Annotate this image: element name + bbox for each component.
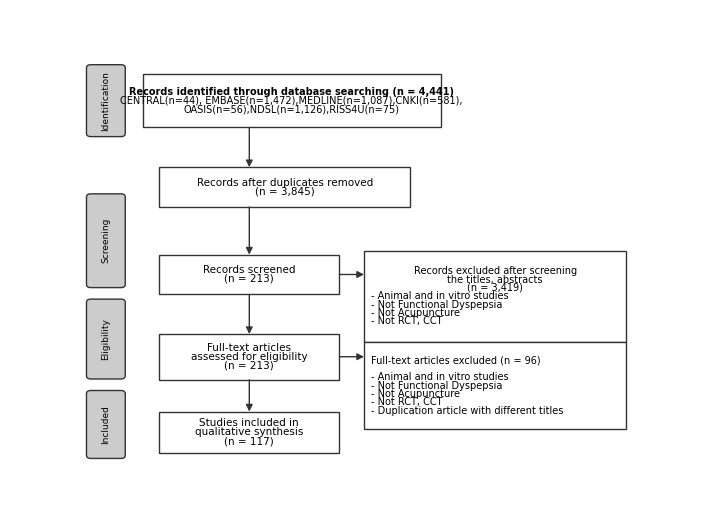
FancyBboxPatch shape (87, 391, 125, 458)
Text: - Not Functional Dyspepsia: - Not Functional Dyspepsia (371, 381, 502, 391)
Text: Eligibility: Eligibility (102, 318, 111, 360)
Text: - Not RCT, CCT: - Not RCT, CCT (371, 397, 442, 408)
Text: - Not Acupuncture: - Not Acupuncture (371, 308, 460, 318)
Text: Records excluded after screening: Records excluded after screening (414, 266, 577, 276)
Text: Records after duplicates removed: Records after duplicates removed (197, 178, 373, 188)
Text: Identification: Identification (102, 71, 111, 131)
Text: assessed for eligibility: assessed for eligibility (191, 352, 307, 362)
Text: - Animal and in vitro studies: - Animal and in vitro studies (371, 373, 508, 382)
Text: - Animal and in vitro studies: - Animal and in vitro studies (371, 292, 508, 301)
Text: qualitative synthesis: qualitative synthesis (195, 427, 303, 438)
Text: Screening: Screening (102, 218, 111, 263)
Text: - Duplication article with different titles: - Duplication article with different tit… (371, 406, 563, 416)
Text: - Not Acupuncture: - Not Acupuncture (371, 389, 460, 399)
Text: CENTRAL(n=44), EMBASE(n=1,472),MEDLINE(n=1,087),CNKI(n=581),: CENTRAL(n=44), EMBASE(n=1,472),MEDLINE(n… (121, 95, 463, 106)
Text: Studies included in: Studies included in (200, 418, 299, 428)
Text: Included: Included (102, 405, 111, 444)
Text: - Not Functional Dyspepsia: - Not Functional Dyspepsia (371, 300, 502, 310)
Text: - Not RCT, CCT: - Not RCT, CCT (371, 316, 442, 327)
Text: (n = 117): (n = 117) (224, 437, 274, 446)
Text: (n = 213): (n = 213) (224, 361, 274, 371)
FancyBboxPatch shape (364, 251, 626, 342)
FancyBboxPatch shape (159, 167, 410, 207)
FancyBboxPatch shape (159, 254, 340, 294)
FancyBboxPatch shape (364, 342, 626, 429)
FancyBboxPatch shape (87, 194, 125, 287)
Text: (n = 213): (n = 213) (224, 274, 274, 284)
Text: the titles, abstracts: the titles, abstracts (448, 275, 543, 285)
Text: OASIS(n=56),NDSL(n=1,126),RISS4U(n=75): OASIS(n=56),NDSL(n=1,126),RISS4U(n=75) (183, 104, 400, 114)
Text: Records identified through database searching (n = 4,441): Records identified through database sear… (129, 87, 454, 98)
Text: Full-text articles excluded (n = 96): Full-text articles excluded (n = 96) (371, 356, 540, 366)
Text: Full-text articles: Full-text articles (207, 343, 291, 353)
FancyBboxPatch shape (159, 412, 340, 453)
FancyBboxPatch shape (87, 64, 125, 137)
FancyBboxPatch shape (87, 299, 125, 379)
Text: Records screened: Records screened (203, 265, 295, 275)
FancyBboxPatch shape (142, 74, 441, 127)
Text: (n = 3,419): (n = 3,419) (467, 283, 523, 293)
Text: (n = 3,845): (n = 3,845) (255, 187, 314, 197)
FancyBboxPatch shape (159, 334, 340, 380)
